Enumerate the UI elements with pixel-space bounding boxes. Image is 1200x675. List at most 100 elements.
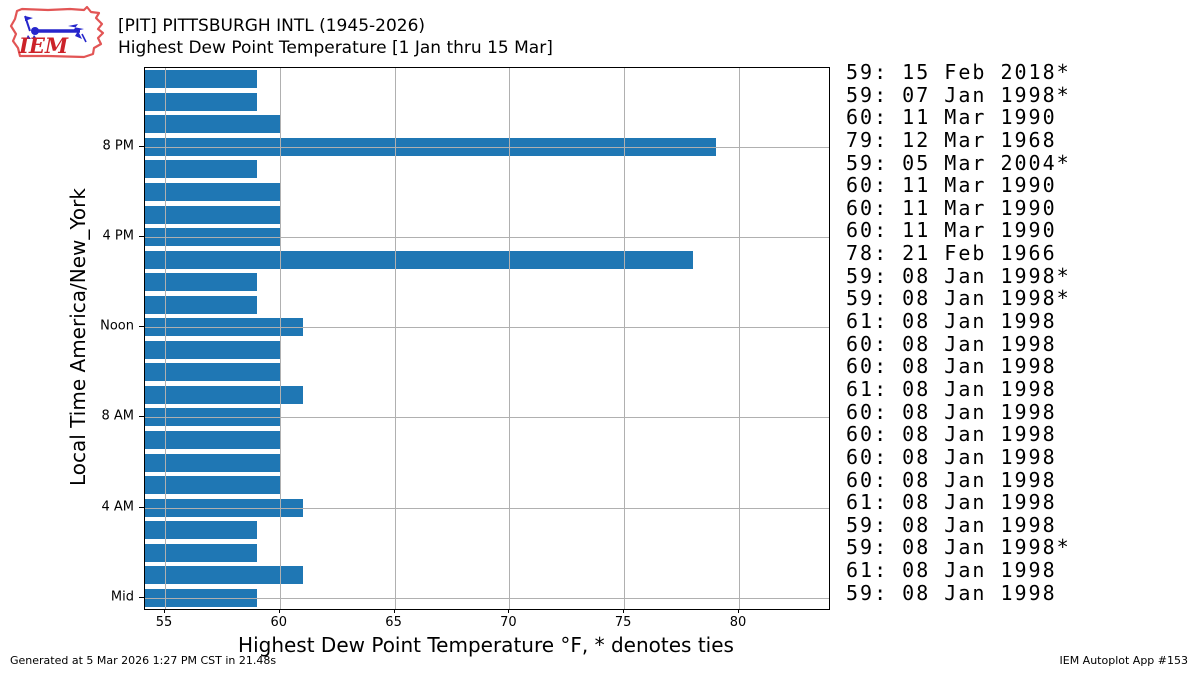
- xtick-mark-80: [737, 609, 739, 613]
- app-credit: IEM Autoplot App #153: [1059, 654, 1189, 667]
- record-row-hour-18: 60: 11 Mar 1990: [846, 173, 1057, 198]
- ytick-label-4 AM: 4 AM: [101, 499, 134, 515]
- bar-row-hour-17: [145, 203, 829, 226]
- bar-hour-22: [145, 92, 257, 111]
- ytick-mark-8 AM: [139, 416, 144, 418]
- iem-logo-text: IEM: [18, 33, 69, 58]
- ytick-mark-4 PM: [139, 236, 144, 238]
- record-row-hour-15: 78: 21 Feb 1966: [846, 241, 1057, 266]
- bar-hour-7: [145, 431, 280, 450]
- xtick-mark-65: [393, 609, 395, 613]
- gridline-x-80: [738, 68, 740, 609]
- record-row-hour-14: 59: 08 Jan 1998*: [846, 263, 1071, 288]
- bar-hour-19: [145, 160, 257, 179]
- record-row-hour-11: 60: 08 Jan 1998: [846, 331, 1057, 356]
- record-row-hour-1: 61: 08 Jan 1998: [846, 558, 1057, 583]
- ytick-mark-8 PM: [139, 145, 144, 147]
- record-row-hour-12: 61: 08 Jan 1998: [846, 309, 1057, 334]
- gridline-y-Noon: [145, 327, 829, 329]
- bar-row-hour-7: [145, 429, 829, 452]
- bar-row-hour-2: [145, 541, 829, 564]
- ytick-label-Mid: Mid: [110, 589, 134, 605]
- bar-hour-17: [145, 205, 280, 224]
- bar-row-hour-3: [145, 519, 829, 542]
- record-row-hour-20: 79: 12 Mar 1968: [846, 127, 1057, 152]
- record-row-hour-21: 60: 11 Mar 1990: [846, 105, 1057, 130]
- bar-row-hour-22: [145, 91, 829, 114]
- x-axis-label: Highest Dew Point Temperature °F, * deno…: [238, 633, 734, 657]
- gridline-x-55: [164, 68, 166, 609]
- record-row-hour-4: 61: 08 Jan 1998: [846, 490, 1057, 515]
- bar-row-hour-11: [145, 339, 829, 362]
- weather-vane-icon: [24, 15, 87, 43]
- bar-row-hour-21: [145, 113, 829, 136]
- gridline-x-70: [509, 68, 511, 609]
- plot-area: [144, 67, 830, 610]
- xtick-mark-55: [163, 609, 165, 613]
- bar-hour-13: [145, 295, 257, 314]
- y-axis: Mid 4 AM 8 AM Noon 4 PM 8 PM: [0, 67, 144, 608]
- gridline-x-65: [394, 68, 396, 609]
- record-row-hour-5: 60: 08 Jan 1998: [846, 467, 1057, 492]
- bar-row-hour-9: [145, 384, 829, 407]
- record-row-hour-7: 60: 08 Jan 1998: [846, 422, 1057, 447]
- bar-hour-2: [145, 543, 257, 562]
- record-row-hour-17: 60: 11 Mar 1990: [846, 195, 1057, 220]
- xtick-label-60: 60: [270, 615, 288, 630]
- record-row-hour-22: 59: 07 Jan 1998*: [846, 82, 1071, 107]
- bar-hour-5: [145, 476, 280, 495]
- y-axis-label: Local Time America/New_York: [66, 188, 90, 486]
- bar-row-hour-19: [145, 158, 829, 181]
- bar-hour-3: [145, 521, 257, 540]
- bar-row-hour-5: [145, 474, 829, 497]
- gridline-x-75: [624, 68, 626, 609]
- xtick-mark-60: [278, 609, 280, 613]
- gridline-y-8 PM: [145, 146, 829, 148]
- generated-timestamp: Generated at 5 Mar 2026 1:27 PM CST in 2…: [10, 654, 277, 667]
- bar-row-hour-23: [145, 68, 829, 91]
- gridline-y-8 AM: [145, 417, 829, 419]
- record-row-hour-10: 60: 08 Jan 1998: [846, 354, 1057, 379]
- xtick-mark-70: [508, 609, 510, 613]
- xtick-label-75: 75: [614, 615, 632, 630]
- xtick-label-65: 65: [385, 615, 402, 630]
- record-row-hour-8: 60: 08 Jan 1998: [846, 399, 1057, 424]
- ytick-label-Noon: Noon: [100, 318, 134, 334]
- bar-row-hour-13: [145, 293, 829, 316]
- title-block: [PIT] PITTSBURGH INTL (1945-2026) Highes…: [118, 15, 553, 59]
- gridline-y-Mid: [145, 597, 829, 599]
- record-row-hour-6: 60: 08 Jan 1998: [846, 444, 1057, 469]
- xtick-label-80: 80: [729, 615, 747, 630]
- record-row-hour-0: 59: 08 Jan 1998: [846, 580, 1057, 605]
- ytick-mark-Noon: [139, 326, 144, 328]
- bar-hour-21: [145, 115, 280, 134]
- record-row-hour-19: 59: 05 Mar 2004*: [846, 150, 1071, 175]
- xtick-label-55: 55: [155, 615, 173, 630]
- bar-hour-11: [145, 340, 280, 359]
- ytick-label-8 PM: 8 PM: [102, 138, 134, 154]
- bars-layer: [145, 68, 829, 609]
- record-row-hour-9: 61: 08 Jan 1998: [846, 376, 1057, 401]
- bar-row-hour-14: [145, 271, 829, 294]
- chart-title-line2: Highest Dew Point Temperature [1 Jan thr…: [118, 38, 553, 58]
- bar-hour-15: [145, 250, 694, 269]
- bar-hour-14: [145, 273, 257, 292]
- record-list: 59: 15 Feb 2018* 59: 07 Jan 1998* 60: 11 M…: [846, 61, 1071, 604]
- record-row-hour-16: 60: 11 Mar 1990: [846, 218, 1057, 243]
- bar-hour-23: [145, 70, 257, 89]
- bar-row-hour-18: [145, 181, 829, 204]
- gridline-x-60: [279, 68, 281, 609]
- gridline-y-4 PM: [145, 237, 829, 239]
- bar-hour-9: [145, 385, 303, 404]
- x-axis: 55 60 65 70 75 80: [144, 609, 828, 639]
- ytick-mark-4 AM: [139, 506, 144, 508]
- bar-row-hour-15: [145, 248, 829, 271]
- record-row-hour-2: 59: 08 Jan 1998*: [846, 535, 1071, 560]
- bar-hour-6: [145, 453, 280, 472]
- ytick-label-8 AM: 8 AM: [101, 408, 134, 424]
- iem-logo: IEM: [9, 5, 105, 59]
- bar-row-hour-1: [145, 564, 829, 587]
- xtick-mark-75: [623, 609, 625, 613]
- ytick-label-4 PM: 4 PM: [102, 228, 134, 244]
